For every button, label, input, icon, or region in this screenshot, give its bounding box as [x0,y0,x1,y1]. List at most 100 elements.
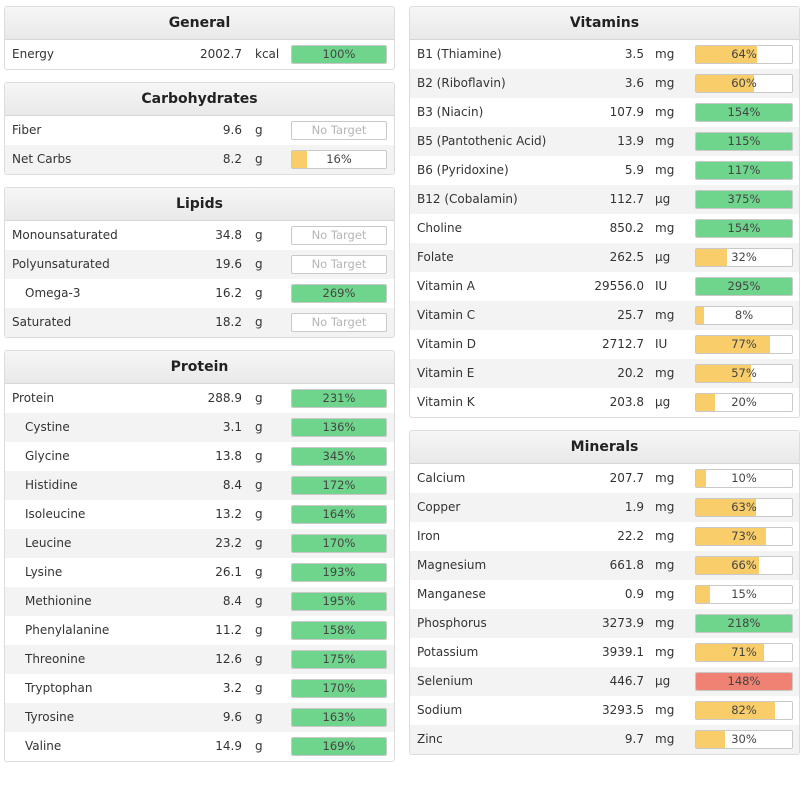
nutrient-row-b1-thiamine[interactable]: B1 (Thiamine) 3.5 mg 64% [410,40,799,69]
progress-fill [292,285,386,302]
nutrient-amount: 262.5 [609,250,644,264]
nutrient-amount: 22.2 [617,529,644,543]
target-percent: 30% [731,732,757,746]
nutrient-unit: g [255,228,263,242]
nutrient-amount: 8.2 [222,152,242,166]
panel-protein: Protein Protein 288.9 g 231% Cystine 3.1… [4,350,395,762]
nutrient-row-selenium[interactable]: Selenium 446.7 µg 148% [410,667,799,696]
nutrient-unit: mg [655,76,675,90]
nutrient-amount: 112.7 [609,192,644,206]
nutrient-amount: 26.1 [215,565,242,579]
nutrient-row-threonine[interactable]: Threonine 12.6 g 175% [5,645,394,674]
nutrient-unit: g [255,594,263,608]
nutrient-amount: 3939.1 [602,645,644,659]
nutrient-row-saturated[interactable]: Saturated 18.2 g No Target [5,308,394,337]
progress-fill [292,709,386,726]
nutrient-name: Folate [417,250,454,264]
nutrient-row-glycine[interactable]: Glycine 13.8 g 345% [5,442,394,471]
nutrient-row-iron[interactable]: Iron 22.2 mg 73% [410,522,799,551]
nutrient-amount: 3273.9 [602,616,644,630]
progress-fill [696,644,765,661]
nutrient-amount: 34.8 [215,228,242,242]
nutrient-row-phenylalanine[interactable]: Phenylalanine 11.2 g 158% [5,616,394,645]
nutrient-unit: g [255,449,263,463]
nutrient-row-vitamin-c[interactable]: Vitamin C 25.7 mg 8% [410,301,799,330]
nutrient-row-isoleucine[interactable]: Isoleucine 13.2 g 164% [5,500,394,529]
nutrient-amount: 12.6 [215,652,242,666]
nutrient-amount: 3.1 [222,420,242,434]
nutrient-row-b2-riboflavin[interactable]: B2 (Riboflavin) 3.6 mg 60% [410,69,799,98]
target-progress-bar: 10% [695,469,793,488]
nutrient-row-energy[interactable]: Energy 2002.7 kcal 100% [5,40,394,69]
nutrient-row-histidine[interactable]: Histidine 8.4 g 172% [5,471,394,500]
target-percent: 345% [322,449,356,463]
nutrient-row-leucine[interactable]: Leucine 23.2 g 170% [5,529,394,558]
target-progress-bar: 117% [695,161,793,180]
nutrient-row-valine[interactable]: Valine 14.9 g 169% [5,732,394,761]
progress-fill [696,307,704,324]
nutrient-amount: 8.4 [222,478,242,492]
nutrient-row-b3-niacin[interactable]: B3 (Niacin) 107.9 mg 154% [410,98,799,127]
progress-fill [292,151,308,168]
nutrient-row-zinc[interactable]: Zinc 9.7 mg 30% [410,725,799,754]
nutrient-row-copper[interactable]: Copper 1.9 mg 63% [410,493,799,522]
nutrient-row-magnesium[interactable]: Magnesium 661.8 mg 66% [410,551,799,580]
target-percent: 100% [322,47,356,61]
nutrient-row-fiber[interactable]: Fiber 9.6 g No Target [5,116,394,145]
nutrient-row-omega-3[interactable]: Omega-3 16.2 g 269% [5,279,394,308]
nutrient-name: Leucine [25,536,72,550]
nutrient-amount: 11.2 [215,623,242,637]
target-percent: 154% [727,221,761,235]
nutrient-row-lysine[interactable]: Lysine 26.1 g 193% [5,558,394,587]
progress-fill [696,731,725,748]
nutrient-row-tyrosine[interactable]: Tyrosine 9.6 g 163% [5,703,394,732]
nutrient-row-tryptophan[interactable]: Tryptophan 3.2 g 170% [5,674,394,703]
nutrient-amount: 13.2 [215,507,242,521]
panel-title: Lipids [5,188,394,221]
nutrient-row-b12-cobalamin[interactable]: B12 (Cobalamin) 112.7 µg 375% [410,185,799,214]
nutrient-row-vitamin-d[interactable]: Vitamin D 2712.7 IU 77% [410,330,799,359]
nutrient-amount: 107.9 [609,105,644,119]
nutrient-row-b5-pantothenic-acid[interactable]: B5 (Pantothenic Acid) 13.9 mg 115% [410,127,799,156]
nutrient-unit: mg [655,134,675,148]
target-progress-bar: 8% [695,306,793,325]
nutrient-row-phosphorus[interactable]: Phosphorus 3273.9 mg 218% [410,609,799,638]
nutrient-row-calcium[interactable]: Calcium 207.7 mg 10% [410,464,799,493]
target-percent: No Target [311,123,367,137]
nutrient-row-net-carbs[interactable]: Net Carbs 8.2 g 16% [5,145,394,174]
nutrient-unit: mg [655,471,675,485]
progress-fill [696,191,792,208]
nutrient-name: Manganese [417,587,486,601]
nutrient-row-vitamin-k[interactable]: Vitamin K 203.8 µg 20% [410,388,799,417]
progress-fill [696,499,757,516]
nutrient-row-polyunsaturated[interactable]: Polyunsaturated 19.6 g No Target [5,250,394,279]
nutrient-row-sodium[interactable]: Sodium 3293.5 mg 82% [410,696,799,725]
target-percent: 117% [727,163,761,177]
target-progress-bar: 73% [695,527,793,546]
nutrient-row-protein[interactable]: Protein 288.9 g 231% [5,384,394,413]
nutrient-row-vitamin-e[interactable]: Vitamin E 20.2 mg 57% [410,359,799,388]
nutrient-row-potassium[interactable]: Potassium 3939.1 mg 71% [410,638,799,667]
nutrient-row-vitamin-a[interactable]: Vitamin A 29556.0 IU 295% [410,272,799,301]
target-percent: 154% [727,105,761,119]
panel-title: Minerals [410,431,799,464]
nutrient-row-manganese[interactable]: Manganese 0.9 mg 15% [410,580,799,609]
nutrient-row-cystine[interactable]: Cystine 3.1 g 136% [5,413,394,442]
target-percent: 63% [731,500,757,514]
nutrient-name: B12 (Cobalamin) [417,192,518,206]
nutrient-unit: µg [655,192,671,206]
progress-fill [292,738,386,755]
target-percent: 269% [322,286,356,300]
target-percent: No Target [311,315,367,329]
nutrient-row-folate[interactable]: Folate 262.5 µg 32% [410,243,799,272]
target-progress-bar: 218% [695,614,793,633]
nutrient-amount: 446.7 [609,674,644,688]
target-percent: 163% [322,710,356,724]
progress-fill [292,680,386,697]
nutrient-row-choline[interactable]: Choline 850.2 mg 154% [410,214,799,243]
nutrient-row-b6-pyridoxine[interactable]: B6 (Pyridoxine) 5.9 mg 117% [410,156,799,185]
nutrient-amount: 203.8 [609,395,644,409]
nutrient-row-monounsaturated[interactable]: Monounsaturated 34.8 g No Target [5,221,394,250]
nutrient-row-methionine[interactable]: Methionine 8.4 g 195% [5,587,394,616]
nutrient-name: Threonine [25,652,86,666]
